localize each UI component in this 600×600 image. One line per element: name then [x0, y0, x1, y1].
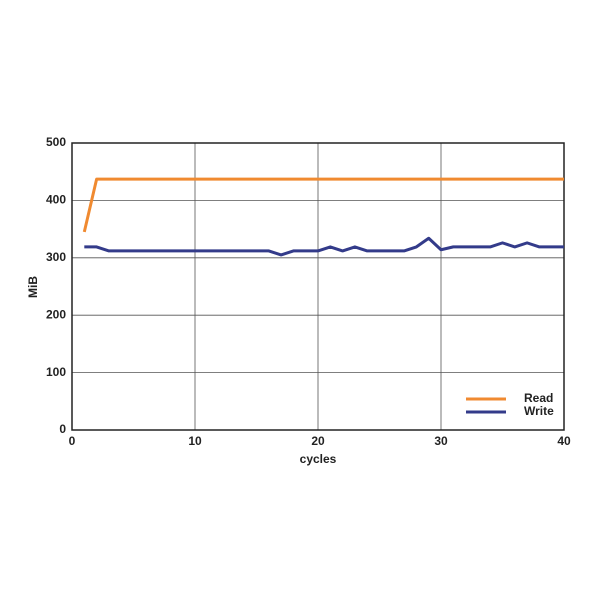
- x-tick-label: 0: [69, 434, 76, 448]
- y-tick-label: 200: [46, 307, 66, 321]
- x-tick-label: 30: [434, 434, 448, 448]
- y-tick-label: 300: [46, 250, 66, 264]
- legend-label: Write: [524, 404, 554, 418]
- x-tick-label: 20: [311, 434, 325, 448]
- legend-label: Read: [524, 391, 553, 405]
- x-tick-label: 10: [188, 434, 202, 448]
- y-tick-label: 0: [59, 422, 66, 436]
- y-tick-label: 500: [46, 135, 66, 149]
- y-axis-label: MiB: [26, 276, 40, 298]
- x-axis-label: cycles: [300, 452, 337, 466]
- y-tick-label: 400: [46, 193, 66, 207]
- y-tick-label: 100: [46, 365, 66, 379]
- series-line: [84, 236, 564, 257]
- x-tick-label: 40: [557, 434, 571, 448]
- plot-frame: [71, 142, 565, 431]
- series-line: [82, 177, 564, 233]
